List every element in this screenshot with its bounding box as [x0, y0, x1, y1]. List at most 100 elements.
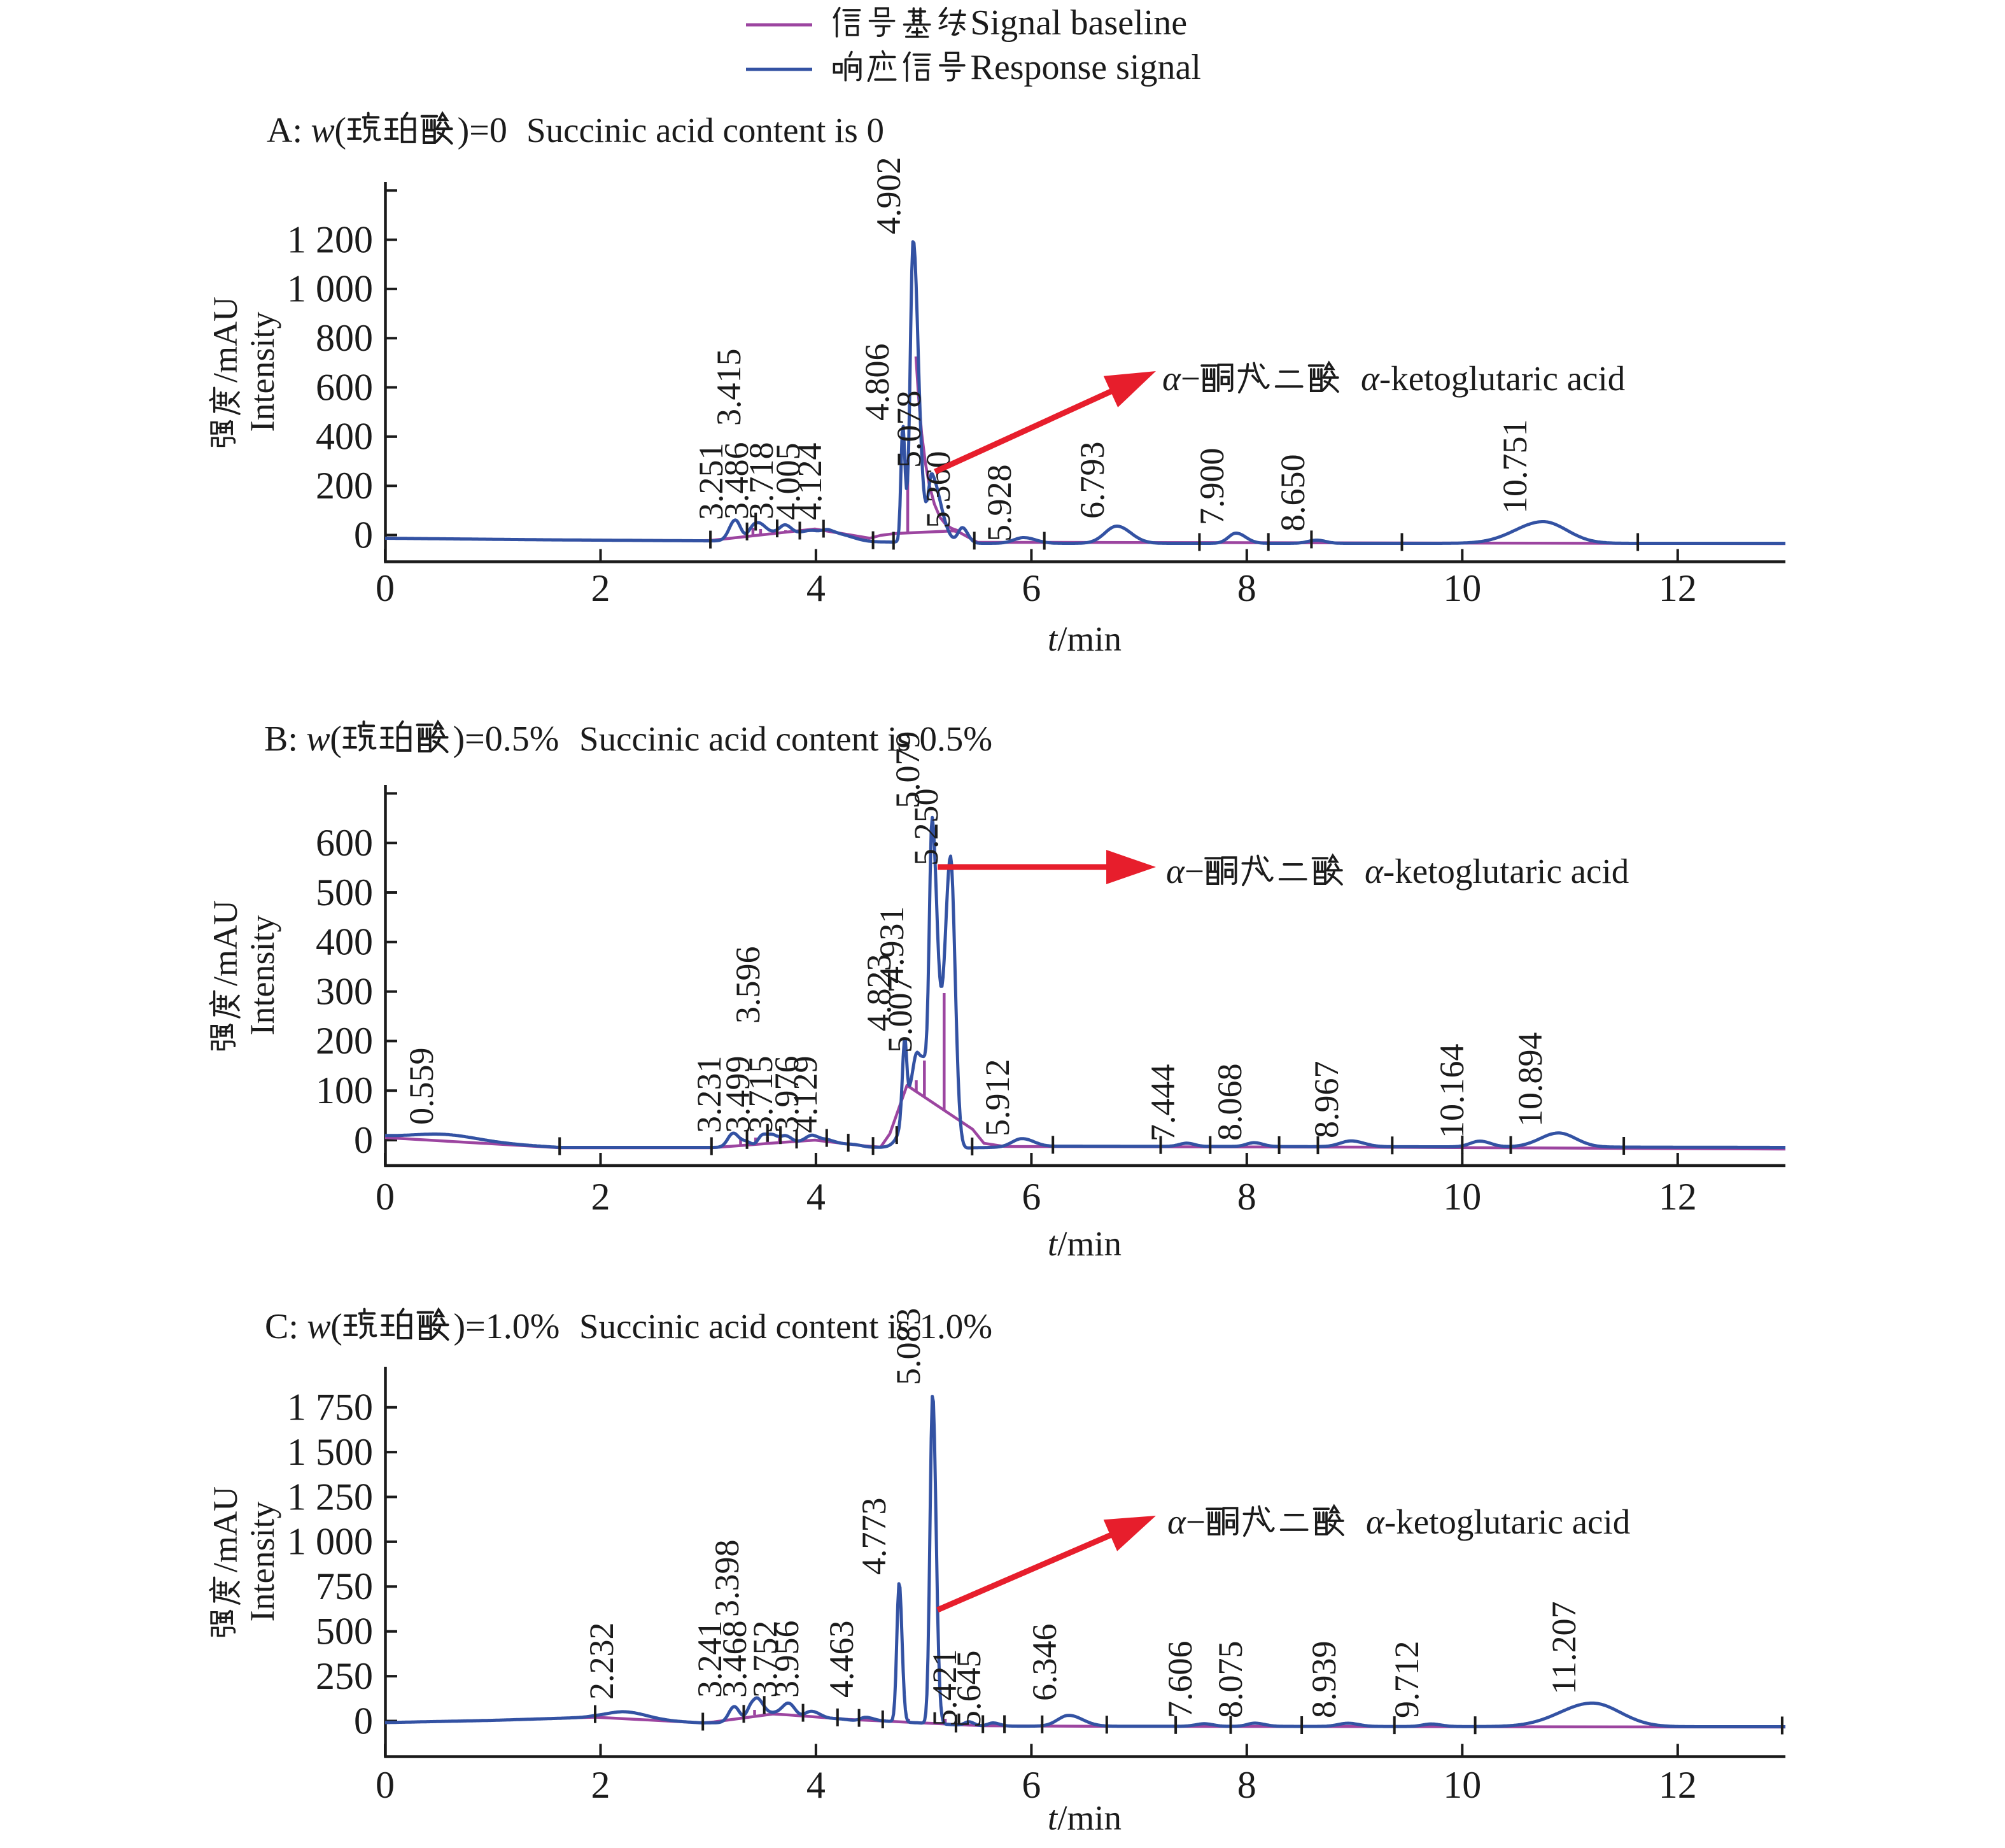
svg-text:3.956: 3.956 [768, 1621, 806, 1698]
svg-text:0: 0 [376, 1764, 395, 1806]
svg-text:5.928: 5.928 [980, 465, 1018, 542]
svg-text:3.486: 3.486 [717, 442, 756, 520]
svg-text:/mAU: /mAU [206, 900, 244, 986]
svg-text:0: 0 [354, 514, 373, 556]
svg-text:3.231: 3.231 [690, 1056, 728, 1134]
svg-text:0.559: 0.559 [402, 1048, 440, 1125]
svg-text:6: 6 [1022, 1176, 1041, 1218]
svg-text:4.931: 4.931 [873, 906, 911, 984]
svg-text:−: − [1181, 359, 1200, 398]
svg-text:Intensity: Intensity [243, 1502, 281, 1622]
svg-text:Succinic acid content is 0.5%: Succinic acid content is 0.5% [579, 719, 992, 758]
svg-text:400: 400 [316, 416, 373, 458]
svg-text:−: − [1186, 1502, 1206, 1541]
svg-text:3.241: 3.241 [691, 1621, 729, 1698]
svg-text:10.894: 10.894 [1511, 1033, 1549, 1127]
svg-text:600: 600 [316, 822, 373, 864]
svg-text:/min: /min [1057, 619, 1122, 658]
svg-text:0: 0 [376, 1176, 395, 1218]
svg-text:w: w [311, 111, 334, 150]
svg-text:α: α [1162, 359, 1181, 398]
svg-text:t: t [1048, 1224, 1059, 1263]
svg-text:4.005: 4.005 [769, 443, 807, 521]
svg-text:4.806: 4.806 [858, 344, 896, 421]
svg-text:11.207: 11.207 [1545, 1602, 1583, 1695]
svg-text:3.718: 3.718 [742, 442, 780, 520]
svg-text:0: 0 [354, 1700, 373, 1742]
svg-text:6.793: 6.793 [1073, 442, 1111, 519]
svg-text:5.079: 5.079 [889, 731, 927, 809]
svg-text:/mAU: /mAU [206, 297, 244, 383]
svg-text:α: α [1167, 1502, 1186, 1541]
svg-text:7.444: 7.444 [1144, 1064, 1182, 1142]
svg-text:4.823: 4.823 [860, 954, 898, 1032]
svg-text:(: ( [330, 1307, 342, 1346]
svg-text:-ketoglutaric acid: -ketoglutaric acid [1379, 359, 1625, 398]
svg-text:3.715: 3.715 [742, 1056, 780, 1134]
svg-text:800: 800 [316, 317, 373, 359]
svg-text:2: 2 [591, 567, 610, 609]
svg-text:5.250: 5.250 [907, 789, 945, 866]
svg-text:/mAU: /mAU [206, 1486, 244, 1572]
svg-text:8.650: 8.650 [1274, 455, 1312, 532]
svg-text:500: 500 [316, 1611, 373, 1653]
svg-text:5.421: 5.421 [925, 1649, 964, 1727]
svg-text:8: 8 [1237, 567, 1256, 609]
svg-text:10: 10 [1443, 1764, 1481, 1806]
svg-text:5.078: 5.078 [890, 391, 928, 469]
svg-text:4: 4 [806, 567, 826, 609]
svg-text:300: 300 [316, 970, 373, 1012]
svg-text:2: 2 [591, 1176, 610, 1218]
svg-text:200: 200 [316, 1020, 373, 1062]
svg-text:1 200: 1 200 [287, 218, 373, 260]
svg-text:8: 8 [1237, 1764, 1256, 1806]
svg-text:t: t [1048, 1798, 1059, 1837]
svg-text:w: w [306, 719, 330, 759]
svg-text:w: w [307, 1307, 330, 1346]
svg-text:7.900: 7.900 [1193, 448, 1231, 526]
svg-text:α: α [1366, 1502, 1385, 1541]
svg-text:(: ( [334, 111, 346, 150]
svg-text:Intensity: Intensity [243, 312, 281, 432]
svg-text:8: 8 [1237, 1176, 1256, 1218]
svg-text:200: 200 [316, 465, 373, 507]
svg-text:α: α [1166, 852, 1185, 891]
svg-text:12: 12 [1659, 1176, 1697, 1218]
svg-text:)=0.5%: )=0.5% [453, 719, 559, 759]
svg-text:250: 250 [316, 1655, 373, 1697]
svg-text:3.251: 3.251 [692, 443, 730, 521]
svg-text:−: − [1185, 852, 1204, 891]
svg-text:5.912: 5.912 [978, 1059, 1017, 1137]
svg-text:10.751: 10.751 [1496, 420, 1534, 514]
svg-text:/min: /min [1057, 1798, 1122, 1837]
svg-text:/min: /min [1057, 1224, 1122, 1263]
svg-text:-ketoglutaric acid: -ketoglutaric acid [1384, 1502, 1630, 1541]
svg-text:Succinic acid content is 1.0%: Succinic acid content is 1.0% [579, 1307, 992, 1346]
svg-text:4.129: 4.129 [786, 1056, 824, 1134]
svg-text:750: 750 [316, 1565, 373, 1607]
svg-text:4.463: 4.463 [822, 1621, 861, 1698]
svg-text:8.967: 8.967 [1307, 1061, 1346, 1139]
svg-text:12: 12 [1659, 1764, 1697, 1806]
svg-text:3.468: 3.468 [715, 1621, 754, 1698]
svg-text:4.124: 4.124 [791, 443, 829, 521]
svg-text:Succinic acid content is 0: Succinic acid content is 0 [526, 111, 884, 150]
svg-text:500: 500 [316, 871, 373, 913]
svg-text:4: 4 [806, 1764, 826, 1806]
svg-text:10: 10 [1443, 567, 1481, 609]
svg-text:400: 400 [316, 921, 373, 963]
svg-text:1 500: 1 500 [287, 1431, 373, 1473]
svg-text:Intensity: Intensity [243, 915, 281, 1036]
svg-text:C:: C: [265, 1307, 299, 1346]
svg-text:4.902: 4.902 [869, 157, 908, 235]
svg-text:3.398: 3.398 [708, 1540, 746, 1618]
svg-text:0: 0 [376, 567, 395, 609]
svg-text:6.346: 6.346 [1025, 1624, 1064, 1702]
svg-text:1 000: 1 000 [287, 268, 373, 310]
svg-text:1 750: 1 750 [287, 1386, 373, 1428]
svg-text:2: 2 [591, 1764, 610, 1806]
svg-text:1 250: 1 250 [287, 1476, 373, 1518]
svg-text:10: 10 [1443, 1176, 1481, 1218]
svg-text:4.773: 4.773 [855, 1498, 893, 1576]
svg-text:(: ( [330, 719, 342, 759]
